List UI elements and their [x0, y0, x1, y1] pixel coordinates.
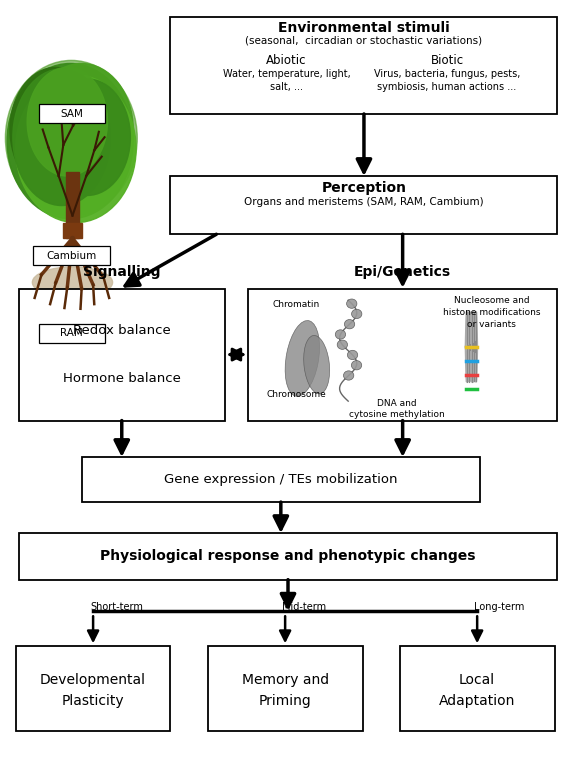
Ellipse shape	[7, 63, 133, 219]
Ellipse shape	[30, 63, 133, 196]
Text: Cambium: Cambium	[47, 251, 97, 261]
Ellipse shape	[335, 330, 346, 339]
Text: Organs and meristems (SAM, RAM, Cambium): Organs and meristems (SAM, RAM, Cambium)	[244, 197, 484, 207]
Ellipse shape	[347, 299, 357, 308]
Text: Developmental: Developmental	[40, 673, 146, 687]
Text: salt, ...: salt, ...	[270, 82, 303, 92]
Text: Memory and: Memory and	[241, 673, 329, 687]
Text: SAM: SAM	[60, 108, 83, 118]
Text: Water, temperature, light,: Water, temperature, light,	[223, 69, 350, 79]
Text: Long-term: Long-term	[474, 602, 525, 612]
Text: symbiosis, human actions ...: symbiosis, human actions ...	[377, 82, 517, 92]
FancyBboxPatch shape	[208, 646, 362, 731]
FancyBboxPatch shape	[248, 288, 558, 421]
Ellipse shape	[32, 267, 112, 298]
Text: histone modifications: histone modifications	[443, 308, 540, 317]
Text: Redox balance: Redox balance	[73, 324, 170, 337]
Ellipse shape	[285, 320, 320, 397]
Ellipse shape	[351, 309, 362, 319]
Text: Gene expression / TEs mobilization: Gene expression / TEs mobilization	[164, 473, 397, 486]
Text: (seasonal,  circadian or stochastic variations): (seasonal, circadian or stochastic varia…	[245, 36, 483, 45]
Ellipse shape	[351, 361, 362, 370]
Ellipse shape	[16, 75, 136, 223]
Text: Signalling: Signalling	[83, 265, 161, 279]
Text: Abiotic: Abiotic	[266, 55, 307, 67]
FancyBboxPatch shape	[170, 176, 558, 234]
Text: cytosine methylation: cytosine methylation	[349, 411, 445, 419]
Ellipse shape	[343, 371, 354, 380]
FancyBboxPatch shape	[39, 104, 105, 123]
Text: Chromatin: Chromatin	[273, 300, 320, 309]
FancyBboxPatch shape	[39, 323, 105, 343]
Text: Local: Local	[459, 673, 495, 687]
Ellipse shape	[28, 291, 117, 314]
Ellipse shape	[44, 79, 130, 196]
Text: Perception: Perception	[321, 181, 407, 195]
Ellipse shape	[337, 340, 347, 349]
FancyBboxPatch shape	[400, 646, 555, 731]
Text: RAM: RAM	[60, 328, 83, 338]
Ellipse shape	[27, 67, 108, 176]
Text: Plasticity: Plasticity	[62, 694, 124, 708]
FancyBboxPatch shape	[170, 17, 558, 114]
Text: Priming: Priming	[259, 694, 312, 708]
Text: Chromosome: Chromosome	[267, 390, 327, 399]
Text: Environmental stimuli: Environmental stimuli	[278, 21, 450, 35]
FancyBboxPatch shape	[16, 646, 170, 731]
Text: Adaptation: Adaptation	[439, 694, 516, 708]
Ellipse shape	[347, 351, 358, 360]
Text: Mid-term: Mid-term	[282, 602, 327, 612]
Text: Biotic: Biotic	[430, 55, 464, 67]
FancyBboxPatch shape	[18, 533, 558, 580]
Text: or variants: or variants	[467, 319, 516, 329]
Ellipse shape	[304, 336, 329, 394]
Text: Epi/Genetics: Epi/Genetics	[354, 265, 451, 279]
Bar	[66, 172, 79, 238]
FancyBboxPatch shape	[82, 457, 480, 502]
Text: Virus, bacteria, fungus, pests,: Virus, bacteria, fungus, pests,	[374, 69, 520, 79]
Bar	[63, 223, 82, 238]
Text: Nucleosome and: Nucleosome and	[454, 296, 529, 305]
FancyBboxPatch shape	[18, 288, 225, 421]
Text: Hormone balance: Hormone balance	[63, 372, 181, 385]
Ellipse shape	[10, 67, 102, 192]
Text: DNA and: DNA and	[377, 399, 416, 408]
Text: Physiological response and phenotypic changes: Physiological response and phenotypic ch…	[100, 549, 476, 563]
Ellipse shape	[13, 69, 110, 206]
FancyBboxPatch shape	[33, 246, 110, 266]
Text: Short-term: Short-term	[90, 602, 143, 612]
Ellipse shape	[344, 319, 355, 329]
Ellipse shape	[5, 61, 137, 216]
